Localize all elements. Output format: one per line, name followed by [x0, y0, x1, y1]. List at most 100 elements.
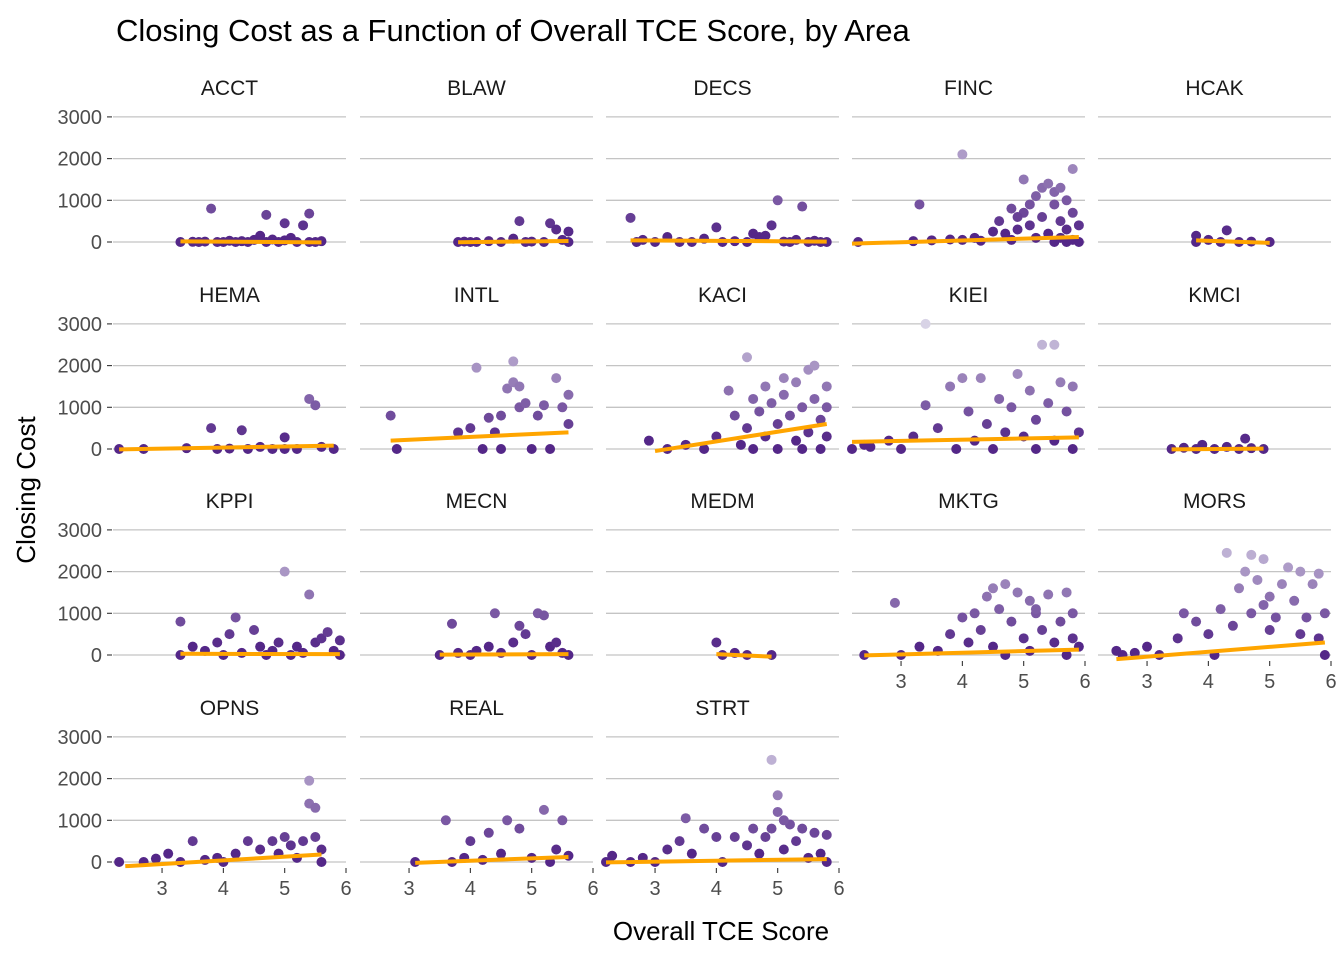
data-point: [1031, 191, 1041, 201]
facet-strip-label: ACCT: [201, 77, 258, 100]
data-point: [1068, 633, 1078, 643]
data-point: [982, 592, 992, 602]
data-point: [225, 629, 235, 639]
data-point: [465, 423, 475, 433]
data-point: [1037, 625, 1047, 635]
data-point: [323, 627, 333, 637]
data-point: [933, 423, 943, 433]
y-tick-label: 3000: [58, 727, 103, 749]
data-point: [465, 836, 475, 846]
data-point: [767, 398, 777, 408]
data-point: [533, 411, 543, 421]
data-point: [1043, 398, 1053, 408]
data-point: [822, 830, 832, 840]
data-point: [563, 227, 573, 237]
data-point: [472, 363, 482, 373]
data-point: [188, 642, 198, 652]
data-point: [1037, 212, 1047, 222]
data-point: [304, 209, 314, 219]
data-point: [316, 857, 326, 867]
data-point: [773, 807, 783, 817]
y-tick-label: 2000: [58, 149, 103, 171]
data-point: [484, 642, 494, 652]
x-tick-label: 6: [1325, 671, 1336, 693]
data-point: [1055, 617, 1065, 627]
data-point: [626, 213, 636, 223]
data-point: [809, 828, 819, 838]
data-point: [521, 629, 531, 639]
data-point: [890, 598, 900, 608]
data-point: [310, 803, 320, 813]
facet-panel-decs: DECS: [606, 77, 839, 247]
data-point: [514, 216, 524, 226]
facet-panel-kiei: KIEI: [847, 284, 1085, 454]
data-point: [514, 381, 524, 391]
data-point: [1320, 650, 1330, 660]
data-point: [1277, 579, 1287, 589]
y-tick-label: 1000: [58, 810, 103, 832]
data-point: [1062, 406, 1072, 416]
data-point: [508, 356, 518, 366]
data-point: [539, 805, 549, 815]
x-tick-label: 3: [895, 671, 906, 693]
data-point: [1025, 596, 1035, 606]
data-point: [514, 824, 524, 834]
x-tick-label: 6: [587, 878, 598, 900]
data-point: [711, 222, 721, 232]
data-point: [1295, 567, 1305, 577]
x-tick-label: 5: [1264, 671, 1275, 693]
data-point: [1295, 629, 1305, 639]
data-point: [1252, 575, 1262, 585]
facet-strip-label: DECS: [693, 77, 751, 100]
data-point: [1055, 183, 1065, 193]
data-point: [1062, 587, 1072, 597]
data-point: [964, 406, 974, 416]
data-point: [304, 590, 314, 600]
facet-strip-label: INTL: [454, 284, 500, 307]
facet-panel-intl: INTL: [360, 284, 593, 454]
data-point: [1301, 612, 1311, 622]
data-point: [699, 824, 709, 834]
data-point: [310, 400, 320, 410]
facet-panel-blaw: BLAW: [360, 77, 593, 247]
data-point: [767, 220, 777, 230]
data-point: [551, 637, 561, 647]
data-point: [490, 608, 500, 618]
data-point: [1031, 604, 1041, 614]
data-point: [644, 436, 654, 446]
data-point: [274, 637, 284, 647]
x-tick-label: 4: [218, 878, 229, 900]
y-tick-label: 1000: [58, 190, 103, 212]
data-point: [188, 836, 198, 846]
fit-line: [631, 240, 827, 241]
data-point: [231, 612, 241, 622]
data-point: [754, 849, 764, 859]
data-point: [797, 402, 807, 412]
data-point: [914, 642, 924, 652]
facet-strip-label: KACI: [698, 284, 747, 307]
data-point: [994, 604, 1004, 614]
y-tick-label: 0: [91, 439, 102, 461]
data-point: [779, 390, 789, 400]
y-tick-label: 3000: [58, 520, 103, 542]
data-point: [1265, 592, 1275, 602]
facet-strip-label: OPNS: [200, 697, 260, 720]
data-point: [681, 813, 691, 823]
data-point: [298, 836, 308, 846]
facet-strip-label: REAL: [449, 697, 504, 720]
facet-strip-label: FINC: [944, 77, 993, 100]
data-point: [1006, 402, 1016, 412]
data-point: [730, 411, 740, 421]
data-point: [563, 419, 573, 429]
data-point: [1314, 569, 1324, 579]
fit-line: [1196, 240, 1270, 243]
data-point: [163, 849, 173, 859]
data-point: [988, 444, 998, 454]
chart-title: Closing Cost as a Function of Overall TC…: [116, 13, 910, 48]
data-point: [945, 381, 955, 391]
data-point: [280, 218, 290, 228]
x-tick-label: 3: [1141, 671, 1152, 693]
facet-strip-label: KIEI: [949, 284, 989, 307]
